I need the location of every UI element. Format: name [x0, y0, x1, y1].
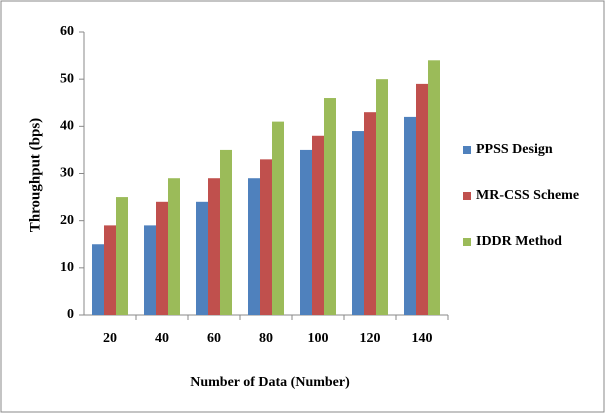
- y-tick-label: 50: [60, 71, 74, 86]
- legend-label: IDDR Method: [476, 234, 562, 249]
- x-tick-label: 140: [412, 331, 433, 346]
- bar: [144, 225, 156, 315]
- x-tick-label: 100: [308, 331, 329, 346]
- y-tick-label: 20: [60, 213, 74, 228]
- y-tick-label: 30: [60, 166, 74, 181]
- bar: [416, 83, 428, 315]
- x-tick-label: 40: [155, 331, 169, 346]
- bar: [116, 197, 128, 315]
- x-tick-label: 20: [103, 331, 117, 346]
- bar: [312, 135, 324, 315]
- bar: [92, 244, 104, 315]
- bar: [196, 201, 208, 315]
- bar: [376, 79, 388, 316]
- bar: [364, 112, 376, 315]
- legend-swatch: [463, 238, 471, 246]
- y-axis-label: Throughput (bps): [27, 118, 43, 232]
- bar: [324, 98, 336, 316]
- x-axis-label: Number of Data (Number): [190, 375, 350, 390]
- legend-label: PPSS Design: [476, 142, 553, 157]
- bar: [272, 121, 284, 315]
- bar: [300, 149, 312, 315]
- y-tick-label: 0: [67, 307, 74, 322]
- legend-swatch: [463, 146, 471, 154]
- bar: [104, 225, 116, 315]
- y-tick-label: 60: [60, 24, 74, 39]
- bar: [208, 178, 220, 315]
- bar: [248, 178, 260, 315]
- x-tick-label: 80: [259, 331, 273, 346]
- x-tick-label: 60: [207, 331, 221, 346]
- legend-swatch: [463, 192, 471, 200]
- bar: [156, 201, 168, 315]
- x-tick-label: 120: [360, 331, 381, 346]
- bar: [168, 178, 180, 315]
- legend-label: MR-CSS Scheme: [476, 188, 579, 203]
- bar: [352, 131, 364, 315]
- bar: [260, 159, 272, 315]
- bar: [428, 60, 440, 315]
- y-tick-label: 40: [60, 119, 74, 134]
- y-tick-label: 10: [60, 260, 74, 275]
- bar: [404, 116, 416, 316]
- bar: [220, 149, 232, 315]
